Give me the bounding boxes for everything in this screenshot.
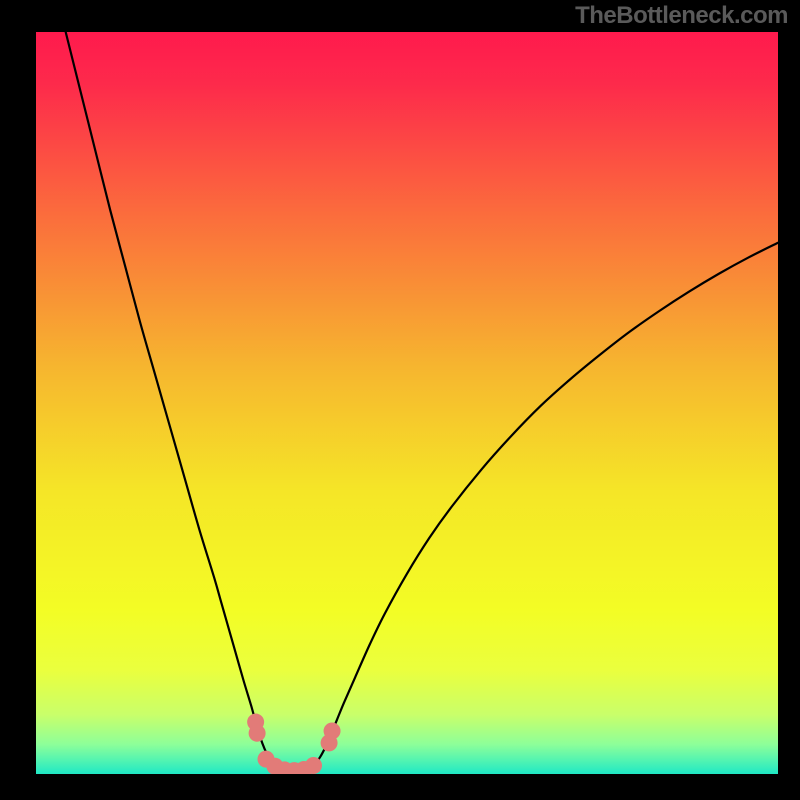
chart-frame: TheBottleneck.com <box>0 0 800 800</box>
data-marker <box>324 722 341 739</box>
data-marker <box>249 725 266 742</box>
watermark-text: TheBottleneck.com <box>575 2 788 30</box>
data-marker <box>305 757 322 774</box>
chart-svg <box>36 32 778 774</box>
plot-area <box>36 32 778 774</box>
gradient-background <box>36 32 778 774</box>
